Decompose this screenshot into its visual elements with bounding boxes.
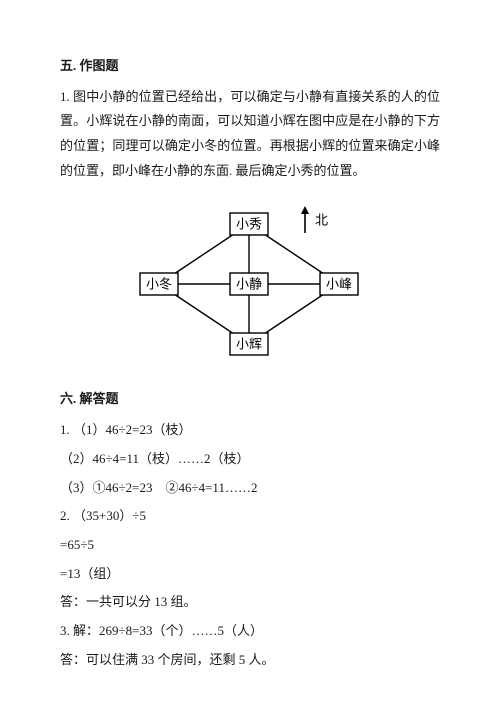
- diagram-node-xiuxiu: 小秀: [230, 213, 268, 235]
- diagram-edge: [176, 295, 233, 333]
- answer-line: 2. （35+30）÷5: [60, 504, 440, 529]
- north-indicator: 北: [301, 206, 328, 233]
- answer-line: =65÷5: [60, 533, 440, 558]
- diagram-node-feng: 小峰: [320, 273, 358, 295]
- answer-line: 3. 解：269÷8=33（个）……5（人）: [60, 619, 440, 644]
- answer-line: （2）46÷4=11（枝）……2（枝）: [60, 447, 440, 472]
- diagram-node-dong: 小冬: [140, 273, 178, 295]
- svg-text:小秀: 小秀: [236, 217, 262, 232]
- svg-text:小冬: 小冬: [146, 277, 172, 292]
- answer-line: 答：可以住满 33 个房间，还剩 5 人。: [60, 648, 440, 673]
- answer-line: 答：一共可以分 13 组。: [60, 590, 440, 615]
- diagram-edge: [266, 295, 323, 333]
- diagram-node-jing: 小静: [230, 273, 268, 295]
- svg-text:小峰: 小峰: [326, 277, 352, 292]
- answer-line: 1. （1）46÷2=23（枝）: [60, 418, 440, 443]
- svg-text:北: 北: [315, 213, 328, 228]
- section-5-paragraph: 1. 图中小静的位置已经给出，可以确定与小静有直接关系的人的位置。小辉说在小静的…: [60, 85, 440, 184]
- diagram-edge: [176, 235, 233, 273]
- svg-text:小静: 小静: [236, 277, 262, 292]
- section-5-title: 五. 作图题: [60, 54, 440, 79]
- diagram-node-hui: 小辉: [230, 333, 268, 355]
- diagram-container: 小秀小冬 小静 小峰小辉 北: [60, 193, 440, 373]
- answer-line: （3）①46÷2=23 ②46÷4=11……2: [60, 476, 440, 501]
- svg-text:小辉: 小辉: [236, 337, 262, 352]
- answer-line: =13（组）: [60, 562, 440, 587]
- diagram-edge: [266, 235, 323, 273]
- section-6-title: 六. 解答题: [60, 387, 440, 412]
- page: 五. 作图题 1. 图中小静的位置已经给出，可以确定与小静有直接关系的人的位置。…: [0, 0, 500, 672]
- section-6-body: 1. （1）46÷2=23（枝） （2）46÷4=11（枝）……2（枝） （3）①4…: [60, 418, 440, 672]
- relation-diagram: 小秀小冬 小静 小峰小辉 北: [110, 193, 390, 373]
